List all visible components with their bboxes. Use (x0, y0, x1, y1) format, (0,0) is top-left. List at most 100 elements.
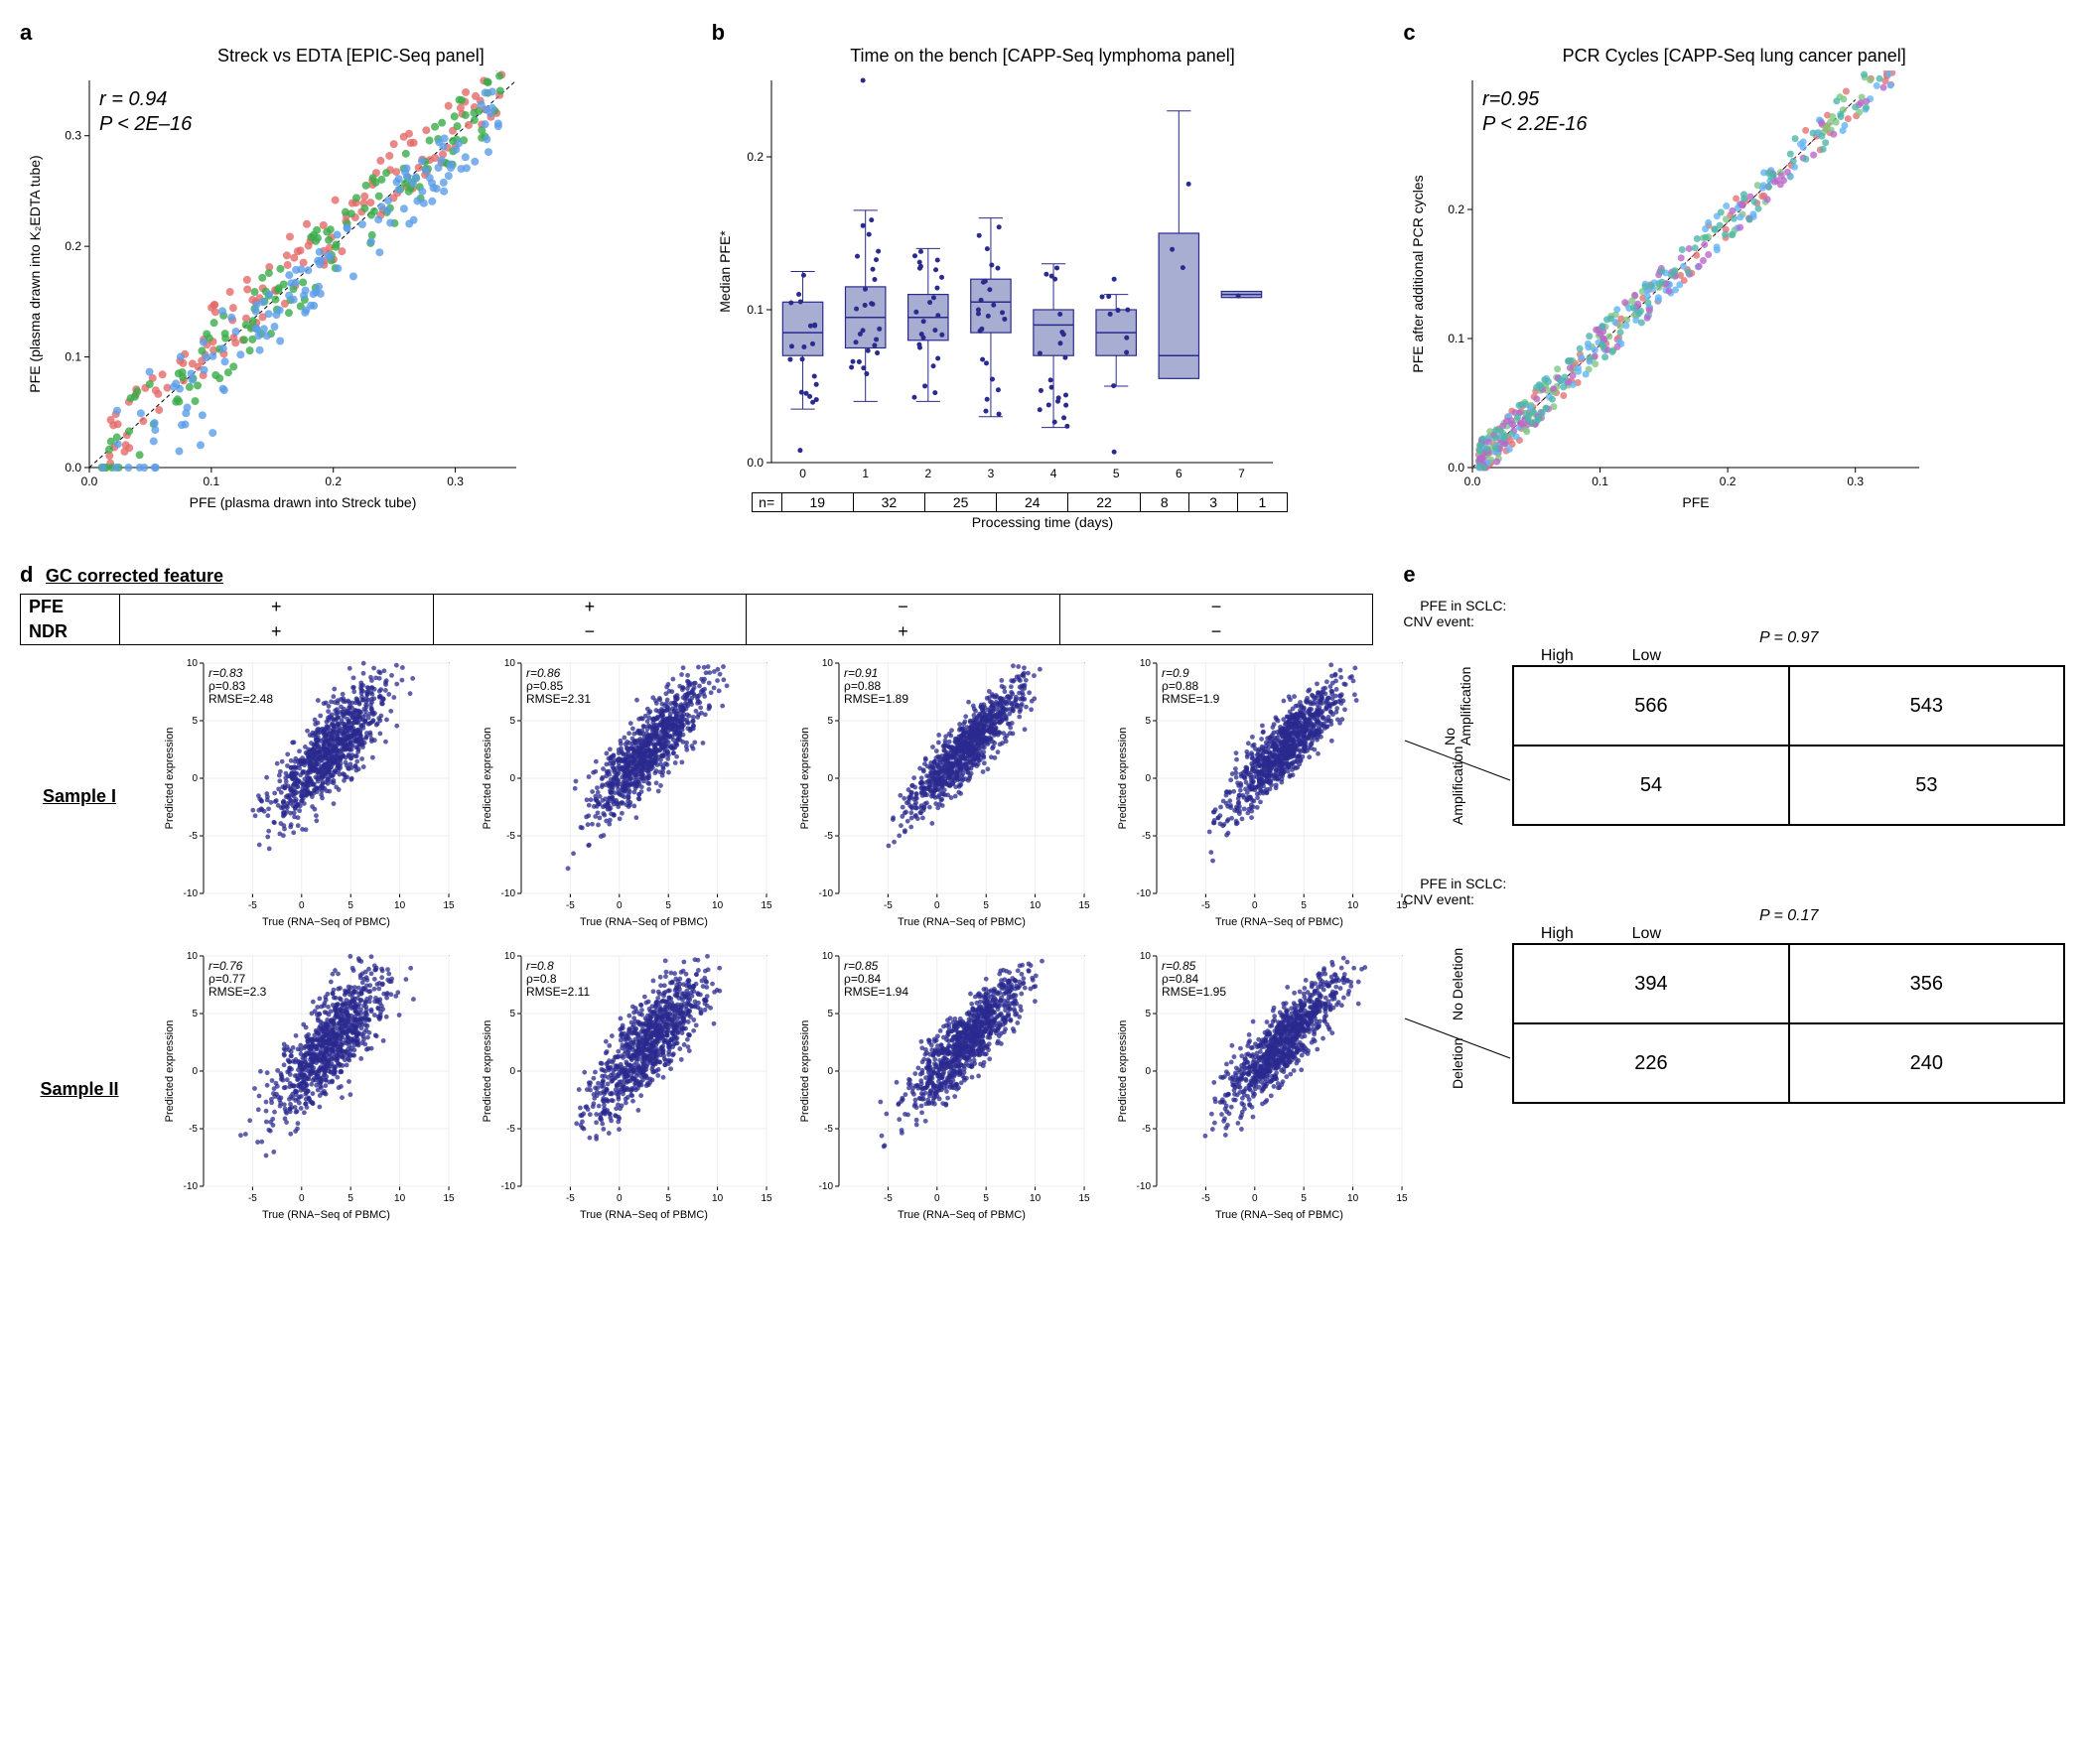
d-scatter-1-2: -5051015-10-50510True (RNA−Seq of PBMC)P… (794, 948, 1092, 1226)
svg-text:ρ=0.83: ρ=0.83 (208, 679, 246, 693)
svg-text:0: 0 (192, 773, 198, 784)
svg-text:7: 7 (1238, 467, 1245, 480)
svg-text:0.3: 0.3 (447, 475, 464, 488)
svg-text:15: 15 (443, 1193, 455, 1204)
svg-text:10: 10 (712, 900, 724, 911)
svg-text:-10: -10 (819, 888, 834, 899)
svg-text:r = 0.94: r = 0.94 (99, 88, 167, 110)
svg-text:5: 5 (192, 1009, 198, 1019)
svg-text:Predicted expression: Predicted expression (1117, 728, 1129, 830)
feature-row-label: NDR (21, 619, 120, 645)
svg-text:5: 5 (665, 900, 671, 911)
svg-text:Predicted expression: Predicted expression (799, 728, 811, 830)
svg-text:1: 1 (862, 467, 869, 480)
svg-text:ρ=0.88: ρ=0.88 (1162, 679, 1199, 693)
d-scatter-0-3: -5051015-10-50510True (RNA−Seq of PBMC)P… (1112, 655, 1410, 933)
svg-text:5: 5 (509, 716, 515, 727)
svg-text:-10: -10 (184, 888, 199, 899)
svg-text:RMSE=1.89: RMSE=1.89 (844, 692, 908, 706)
svg-text:0.1: 0.1 (1593, 475, 1609, 488)
cell: 566 (1513, 666, 1788, 746)
svg-text:15: 15 (1078, 900, 1090, 911)
svg-text:5: 5 (348, 900, 353, 911)
panel-c-label: c (1403, 20, 1415, 46)
p-value: P = 0.17 (1512, 907, 2065, 925)
svg-text:ρ=0.88: ρ=0.88 (844, 679, 882, 693)
svg-text:r=0.91: r=0.91 (844, 666, 878, 680)
svg-text:-5: -5 (189, 1124, 198, 1135)
svg-text:True (RNA−Seq of PBMC): True (RNA−Seq of PBMC) (1215, 916, 1343, 928)
svg-text:0: 0 (617, 900, 623, 911)
svg-text:True (RNA−Seq of PBMC): True (RNA−Seq of PBMC) (898, 916, 1026, 928)
svg-text:r=0.9: r=0.9 (1162, 666, 1189, 680)
figure-grid: a Streck vs EDTA [EPIC-Seq panel] 0.0 0.0… (20, 20, 2065, 1231)
svg-text:Median PFE*: Median PFE* (717, 230, 733, 313)
svg-text:-5: -5 (506, 831, 515, 842)
svg-text:PFE after additional PCR cycle: PFE after additional PCR cycles (1410, 175, 1426, 372)
svg-text:10: 10 (1140, 658, 1152, 669)
cell: 543 (1789, 666, 2064, 746)
svg-text:0: 0 (827, 773, 833, 784)
panel-a-label: a (20, 20, 32, 46)
svg-text:0: 0 (509, 773, 515, 784)
panel-c-title: PCR Cycles [CAPP-Seq lung cancer panel] (1403, 46, 2065, 67)
svg-text:-5: -5 (1201, 900, 1210, 911)
sample-label: Sample I (43, 786, 116, 807)
svg-text:5: 5 (348, 1193, 353, 1204)
svg-text:0.2: 0.2 (325, 475, 342, 488)
n-cell: 24 (997, 493, 1068, 512)
contingency-table: 394356226240 (1512, 943, 2065, 1104)
feature-cell: − (747, 595, 1060, 620)
svg-text:P < 2.2E-16: P < 2.2E-16 (1482, 113, 1588, 135)
p-value: P = 0.97 (1512, 629, 2065, 647)
panel-b-xlabel: Processing time (days) (712, 514, 1374, 530)
panel-c: c PCR Cycles [CAPP-Seq lung cancer panel… (1403, 20, 2065, 532)
row-header: No Deletion (1403, 944, 1512, 1023)
svg-text:5: 5 (192, 716, 198, 727)
svg-text:5: 5 (827, 716, 833, 727)
cell: 53 (1789, 746, 2064, 825)
boxplot-b: 0.00.10.2Median PFE*01234567 (712, 70, 1288, 487)
svg-text:True (RNA−Seq of PBMC): True (RNA−Seq of PBMC) (580, 916, 708, 928)
feature-cell: − (433, 619, 747, 645)
svg-text:15: 15 (761, 900, 772, 911)
feature-row-label: PFE (21, 595, 120, 620)
col-header: Low (1601, 925, 1691, 943)
svg-text:PFE (plasma drawn into K₂EDTA: PFE (plasma drawn into K₂EDTA tube) (27, 155, 43, 392)
svg-text:Predicted expression: Predicted expression (482, 728, 493, 830)
cell: 240 (1789, 1023, 2064, 1103)
feature-cell: − (1059, 619, 1373, 645)
n-cell: 32 (853, 493, 924, 512)
feature-cell: + (120, 595, 434, 620)
n-label: n= (752, 493, 781, 512)
svg-text:5: 5 (1145, 716, 1151, 727)
e-corner-left: CNV event: (1403, 613, 1512, 629)
svg-text:0.0: 0.0 (1464, 475, 1481, 488)
svg-text:RMSE=2.48: RMSE=2.48 (208, 692, 273, 706)
panel-b: b Time on the bench [CAPP-Seq lymphoma p… (712, 20, 1374, 532)
panel-a-title: Streck vs EDTA [EPIC-Seq panel] (20, 46, 682, 67)
svg-text:0: 0 (1145, 773, 1151, 784)
feature-cell: + (120, 619, 434, 645)
panel-b-title: Time on the bench [CAPP-Seq lymphoma pan… (712, 46, 1374, 67)
svg-text:0: 0 (934, 900, 940, 911)
panel-e: e PFE in SCLC:CNV event:P = 0.97HighLowN… (1403, 562, 2065, 1231)
panel-b-label: b (712, 20, 725, 46)
scatter-a: 0.00.00.10.10.20.20.30.3PFE (plasma draw… (20, 70, 536, 527)
n-cell: 25 (925, 493, 997, 512)
svg-text:0: 0 (1252, 900, 1258, 911)
svg-text:0.1: 0.1 (747, 303, 764, 317)
d-scatter-1-0: -5051015-10-50510True (RNA−Seq of PBMC)P… (159, 948, 457, 1226)
d-scatter-0-1: -5051015-10-50510True (RNA−Seq of PBMC)P… (477, 655, 774, 933)
svg-text:10: 10 (504, 658, 516, 669)
svg-text:0.3: 0.3 (1848, 475, 1865, 488)
svg-text:15: 15 (443, 900, 455, 911)
svg-text:10: 10 (394, 1193, 406, 1204)
svg-text:0: 0 (299, 1193, 305, 1204)
svg-text:-10: -10 (1137, 888, 1152, 899)
svg-text:True (RNA−Seq of PBMC): True (RNA−Seq of PBMC) (262, 1209, 390, 1221)
svg-text:ρ=0.85: ρ=0.85 (526, 679, 564, 693)
feature-cell: + (747, 619, 1060, 645)
svg-text:0.2: 0.2 (1720, 475, 1737, 488)
svg-text:Predicted expression: Predicted expression (164, 1020, 176, 1123)
